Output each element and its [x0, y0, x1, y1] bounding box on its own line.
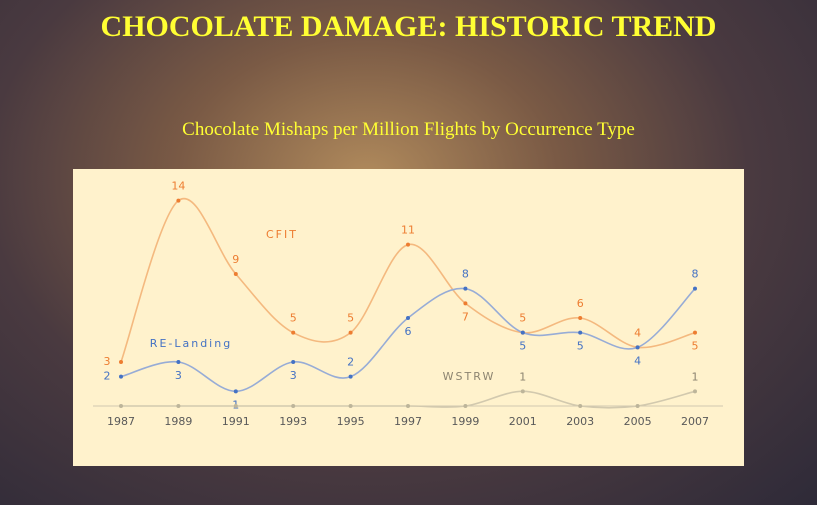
data-label: 5 [519, 312, 526, 325]
point [463, 286, 468, 291]
x-tick-label: 1999 [451, 415, 479, 428]
point [693, 330, 697, 335]
point [233, 272, 238, 276]
data-label: 5 [290, 312, 297, 325]
data-label: 5 [347, 312, 354, 325]
point [348, 374, 353, 379]
data-label: 14 [171, 180, 185, 193]
data-label: 9 [232, 253, 239, 266]
data-label: 3 [175, 369, 182, 382]
point [406, 316, 410, 320]
point [635, 345, 640, 350]
x-tick-label: 1987 [107, 415, 135, 428]
data-label: 8 [692, 268, 699, 281]
data-label: 2 [347, 356, 354, 369]
data-label: 5 [577, 340, 584, 353]
point [520, 389, 525, 394]
point [233, 389, 238, 394]
data-label: 3 [104, 355, 111, 368]
point [233, 404, 238, 408]
data-label: 4 [634, 354, 641, 367]
data-label: 4 [634, 326, 641, 339]
series-label: CFIT [266, 228, 298, 241]
data-label: 2 [104, 370, 111, 383]
x-tick-label: 1993 [279, 415, 307, 428]
title: CHOCOLATE DAMAGE: HISTORIC TREND [100, 10, 717, 43]
point [693, 389, 697, 394]
x-tick-label: 1991 [222, 415, 250, 428]
subtitle: Chocolate Mishaps per Million Flights by… [182, 119, 635, 140]
data-label: 11 [401, 224, 415, 237]
point [635, 404, 640, 408]
x-tick-label: 2003 [566, 415, 594, 428]
point [119, 374, 123, 379]
point [348, 330, 353, 335]
point [176, 198, 181, 203]
x-tick-label: 2005 [624, 415, 652, 428]
point [119, 360, 123, 364]
data-label: 1 [692, 370, 699, 383]
point [291, 330, 296, 335]
point [406, 242, 410, 247]
point [291, 360, 296, 364]
point [119, 404, 123, 408]
data-label: 6 [405, 325, 412, 338]
x-tick-label: 1995 [337, 415, 365, 428]
point [578, 330, 583, 335]
series-label: RE-Landing [150, 337, 232, 350]
point [578, 316, 583, 320]
data-label: 8 [462, 268, 469, 281]
point [578, 404, 583, 408]
data-label: 3 [290, 369, 297, 382]
point [176, 404, 181, 408]
point [463, 301, 468, 306]
data-label: 5 [692, 340, 699, 353]
x-tick-label: 1989 [164, 415, 192, 428]
x-tick-label: 2007 [681, 415, 709, 428]
data-label: 1 [519, 370, 526, 383]
point [291, 404, 296, 408]
data-label: 6 [577, 297, 584, 310]
x-tick-label: 1997 [394, 415, 422, 428]
x-tick-label: 2001 [509, 415, 537, 428]
point [520, 330, 525, 335]
point [176, 360, 181, 364]
point [406, 404, 410, 408]
point [348, 404, 353, 408]
point [693, 286, 697, 291]
series-label: WSTRW [443, 370, 496, 383]
data-label: 7 [462, 310, 469, 323]
point [463, 404, 468, 408]
data-label: 5 [519, 340, 526, 353]
